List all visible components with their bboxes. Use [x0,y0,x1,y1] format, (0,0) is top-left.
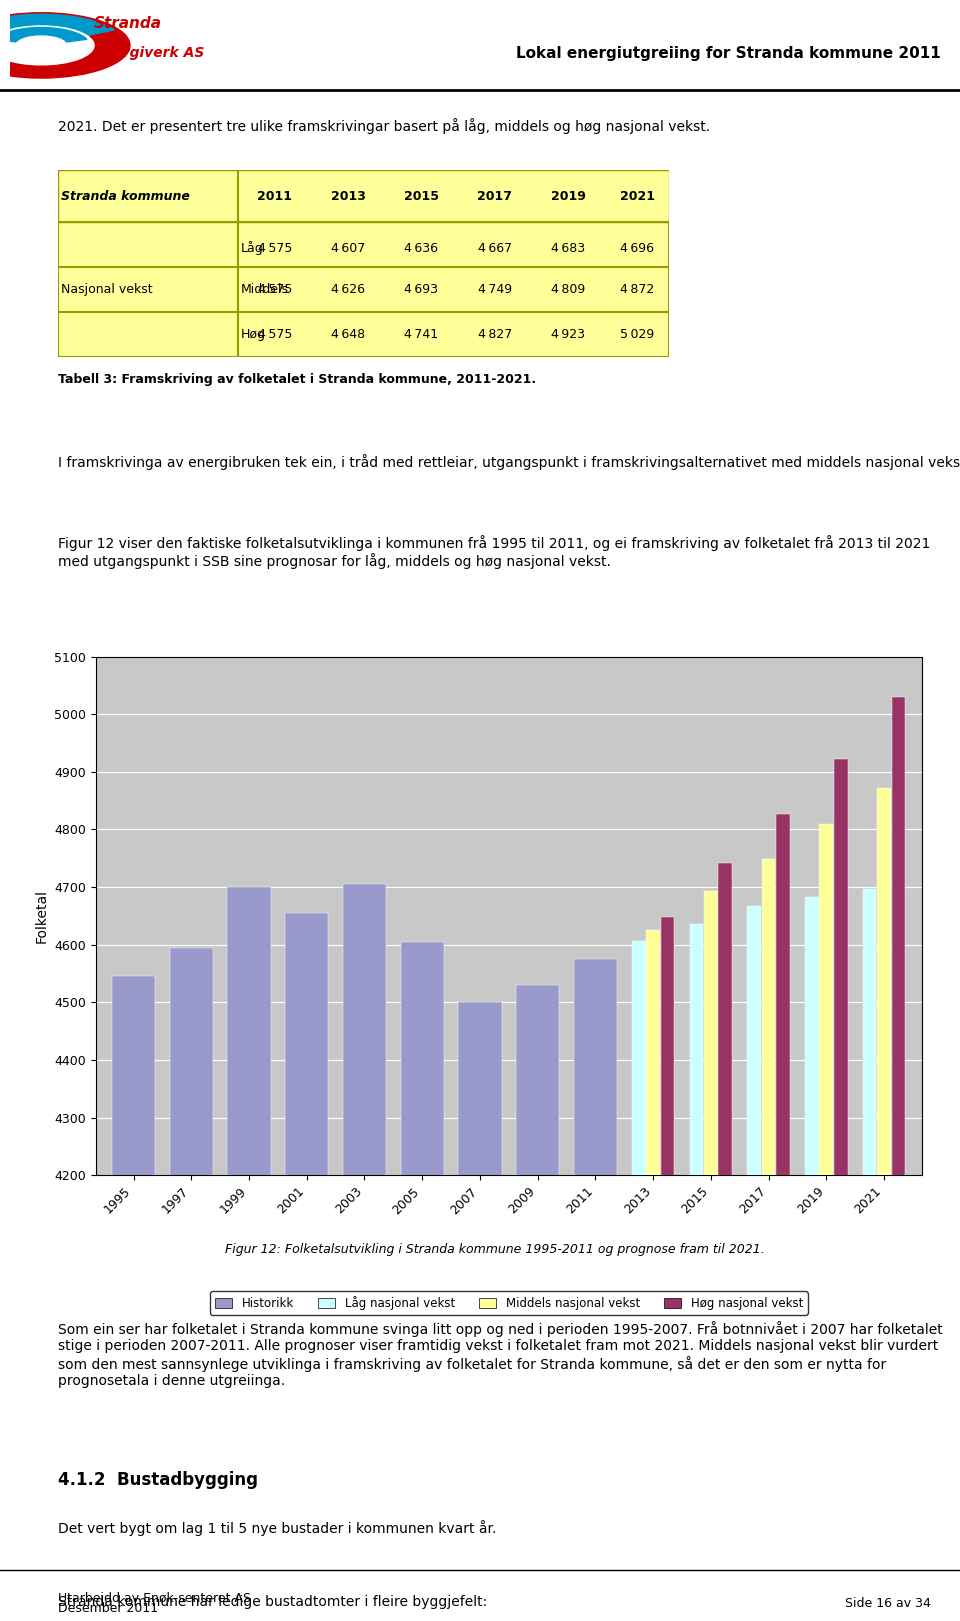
Text: Lokal energiutgreiing for Stranda kommune 2011: Lokal energiutgreiing for Stranda kommun… [516,45,941,60]
Bar [516,986,560,1621]
Text: 4 575: 4 575 [257,242,292,254]
Text: 2015: 2015 [404,190,439,203]
Bar [761,859,776,1621]
Text: 4 575: 4 575 [257,327,292,340]
Text: 5 029: 5 029 [620,327,654,340]
Y-axis label: Folketal: Folketal [35,888,49,943]
Text: Tabell 3: Framskriving av folketalet i Stranda kommune, 2011-2021.: Tabell 3: Framskriving av folketalet i S… [58,373,536,386]
Bar [170,948,213,1621]
Wedge shape [0,15,114,45]
Text: 4 923: 4 923 [551,327,586,340]
Bar [660,917,675,1621]
Bar [777,814,790,1621]
Text: 4.1.2  Bustadbygging: 4.1.2 Bustadbygging [58,1472,257,1490]
Text: Desember 2011: Desember 2011 [58,1602,157,1615]
Text: Stranda kommune: Stranda kommune [60,190,189,203]
Text: 4 741: 4 741 [404,327,439,340]
Bar [747,906,761,1621]
Text: I framskrivinga av energibruken tek ein, i tråd med rettleiar, utgangspunkt i fr: I framskrivinga av energibruken tek ein,… [58,454,960,470]
Text: 4 827: 4 827 [478,327,512,340]
Bar [718,864,732,1621]
Text: Middels: Middels [241,284,289,297]
Text: 2019: 2019 [551,190,586,203]
Text: 4 648: 4 648 [331,327,365,340]
Text: 4 693: 4 693 [404,284,439,297]
Bar [892,697,905,1621]
Text: Som ein ser har folketalet i Stranda kommune svinga litt opp og ned i perioden 1: Som ein ser har folketalet i Stranda kom… [58,1321,943,1388]
Bar [632,940,645,1621]
Legend: Historikk, Låg nasjonal vekst, Middels nasjonal vekst, Høg nasjonal vekst: Historikk, Låg nasjonal vekst, Middels n… [210,1292,807,1315]
Text: Energiverk AS: Energiverk AS [94,45,204,60]
Text: Figur 12 viser den faktiske folketalsutviklinga i kommunen frå 1995 til 2011, og: Figur 12 viser den faktiske folketalsutv… [58,535,930,569]
FancyBboxPatch shape [58,170,669,357]
Circle shape [16,36,66,55]
Text: Nasjonal vekst: Nasjonal vekst [60,284,153,297]
Text: 4 749: 4 749 [478,284,512,297]
Text: 4 575: 4 575 [257,284,292,297]
Bar [458,1002,501,1621]
Text: Utarbeidd av Enøk-senteret AS: Utarbeidd av Enøk-senteret AS [58,1592,251,1605]
Text: Låg: Låg [241,242,264,256]
Bar [343,883,386,1621]
Text: 4 636: 4 636 [404,242,439,254]
Text: 4 683: 4 683 [551,242,586,254]
Bar [646,930,660,1621]
Text: Stranda: Stranda [94,16,162,31]
Text: Side 16 av 34: Side 16 av 34 [846,1597,931,1610]
Bar [228,887,271,1621]
Circle shape [0,13,130,78]
Text: 2021: 2021 [619,190,655,203]
Text: 4 809: 4 809 [551,284,586,297]
Text: 4 872: 4 872 [620,284,654,297]
Text: 2021. Det er presentert tre ulike framskrivingar basert på låg, middels og høg n: 2021. Det er presentert tre ulike framsk… [58,118,709,133]
Text: Det vert bygt om lag 1 til 5 nye bustader i kommunen kvart år.: Det vert bygt om lag 1 til 5 nye bustade… [58,1520,496,1535]
Text: Figur 12: Folketalsutvikling i Stranda kommune 1995-2011 og prognose fram til 20: Figur 12: Folketalsutvikling i Stranda k… [225,1243,764,1256]
Text: 4 607: 4 607 [331,242,365,254]
Bar [112,976,156,1621]
Bar [805,896,819,1621]
Text: 2017: 2017 [477,190,513,203]
Bar [400,942,444,1621]
Bar [704,892,718,1621]
Circle shape [0,26,94,65]
Bar [877,788,891,1621]
Text: 2011: 2011 [257,190,292,203]
Bar [863,890,876,1621]
Text: 2013: 2013 [330,190,366,203]
Wedge shape [0,28,87,45]
Bar [285,913,328,1621]
Text: 4 667: 4 667 [478,242,512,254]
Text: 4 696: 4 696 [620,242,654,254]
Bar [834,759,848,1621]
Bar [820,823,833,1621]
FancyBboxPatch shape [58,170,669,222]
Bar [689,924,704,1621]
Text: 4 626: 4 626 [331,284,365,297]
Text: Høg: Høg [241,327,266,340]
Bar [574,960,617,1621]
Text: Stranda kommune har ledige bustadtomter i fleire byggjefelt:: Stranda kommune har ledige bustadtomter … [58,1595,487,1608]
